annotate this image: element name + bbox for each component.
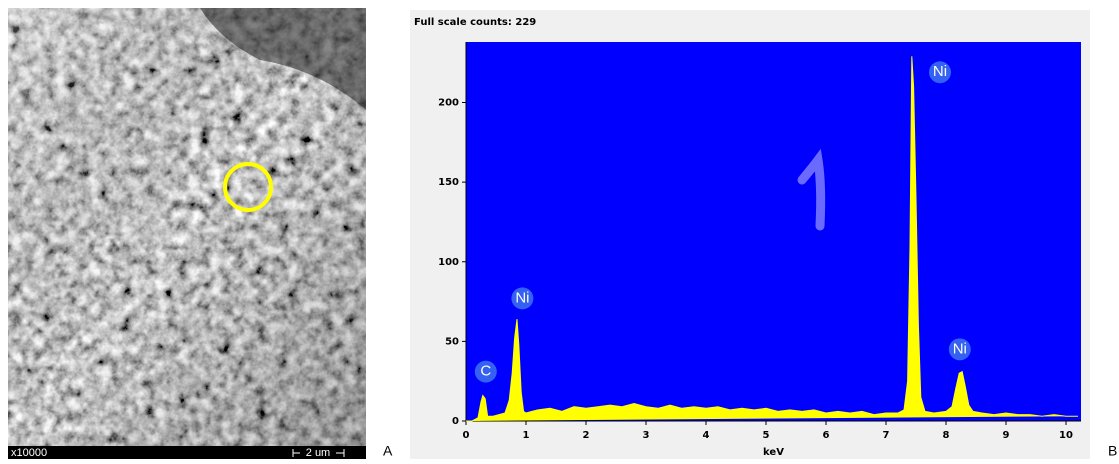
panel-label: B xyxy=(1108,443,1117,459)
x-tick-label: 8 xyxy=(943,430,950,441)
peak-label: Ni xyxy=(953,340,967,357)
peak-label: Ni xyxy=(933,63,947,80)
figure: x10000 2 um A B Full scale counts: 229 0… xyxy=(0,0,1119,459)
x-tick-label: 4 xyxy=(703,430,710,441)
chart-title: Full scale counts: 229 xyxy=(414,17,536,28)
peak-label: C xyxy=(480,363,491,380)
x-tick-label: 7 xyxy=(883,430,890,441)
y-tick-label: 150 xyxy=(438,177,459,188)
y-tick-label: 100 xyxy=(438,257,459,268)
x-tick-label: 9 xyxy=(1003,430,1010,441)
scale-label: 2 um xyxy=(306,447,330,459)
panel-label: A xyxy=(383,443,393,459)
sem-image: x10000 2 um xyxy=(8,8,366,459)
x-tick-label: 10 xyxy=(1059,430,1073,441)
y-tick-label: 50 xyxy=(445,336,459,347)
peak-label: Ni xyxy=(515,289,529,306)
y-tick-label: 200 xyxy=(438,98,459,109)
magnification: x10000 xyxy=(11,447,47,459)
x-tick-label: 2 xyxy=(583,430,590,441)
x-tick-label: 1 xyxy=(523,430,530,441)
plot-background xyxy=(466,42,1081,421)
x-tick-label: 0 xyxy=(463,430,470,441)
x-tick-label: 5 xyxy=(763,430,770,441)
x-tick-label: 3 xyxy=(643,430,650,441)
x-axis-label: keV xyxy=(763,447,784,458)
y-tick-label: 0 xyxy=(452,416,459,427)
x-tick-label: 6 xyxy=(823,430,830,441)
spectrum-chart: 0 50 100 150 200 0 1 2 3 4 5 6 7 8 9 10 keV C Ni Ni Ni xyxy=(438,42,1081,458)
